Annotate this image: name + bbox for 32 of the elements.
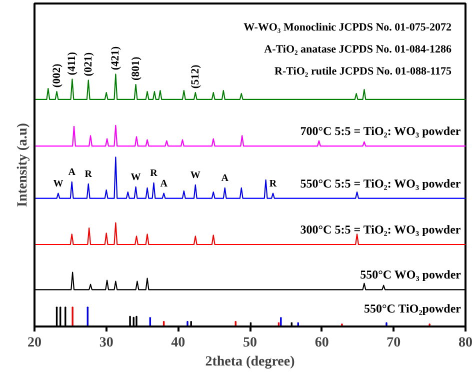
- series-label: 550°C WO₃ powder: [360, 268, 462, 282]
- annotation: A: [160, 178, 168, 190]
- text: W-WO₃ Monoclinic JCPDS No. 01-075-2072: [244, 22, 452, 34]
- annotation: W: [53, 178, 64, 190]
- annotation: 550°C TiO₂powder: [364, 302, 462, 316]
- annotation: (421): [110, 46, 122, 70]
- annotation: R: [269, 178, 278, 190]
- annotation: (021): [82, 52, 94, 76]
- annotation: (411): [66, 52, 78, 76]
- annotation: A: [68, 166, 76, 178]
- annotation: (512): [189, 64, 202, 89]
- annotation: R-TiO₂ rutile JCPDS No. 01-088-1175: [274, 66, 452, 78]
- y-axis-title: Intensity (a.u): [16, 122, 30, 208]
- series-label: 300°C 5:5 = TiO₂: WO₃ powder: [300, 222, 462, 236]
- series-label: 700°C 5:5 = TiO₂: WO₃ powder: [300, 124, 462, 138]
- x-tick-label: 20: [28, 336, 42, 350]
- x-tick-label: 40: [171, 336, 186, 350]
- x-tick-label: 80: [458, 336, 472, 350]
- annotation: W: [190, 170, 200, 181]
- annotation: R: [150, 168, 158, 179]
- x-axis-title: 2theta (degree): [205, 354, 296, 370]
- x-tick-label: 30: [99, 336, 114, 350]
- x-tick-label: 70: [386, 336, 401, 350]
- annotation: (002): [50, 63, 63, 88]
- annotation: (801): [130, 56, 142, 80]
- x-tick-label: 60: [314, 336, 329, 350]
- x-tick-label: 50: [243, 336, 257, 350]
- text: A-TiO₂ anatase JCPDS No. 01-084-1286: [264, 44, 452, 56]
- annotation: R: [84, 168, 93, 180]
- annotation: W: [130, 172, 141, 183]
- annotation: A: [221, 172, 230, 184]
- series-label: 550°C 5:5 = TiO₂: WO₃ powder: [300, 176, 462, 190]
